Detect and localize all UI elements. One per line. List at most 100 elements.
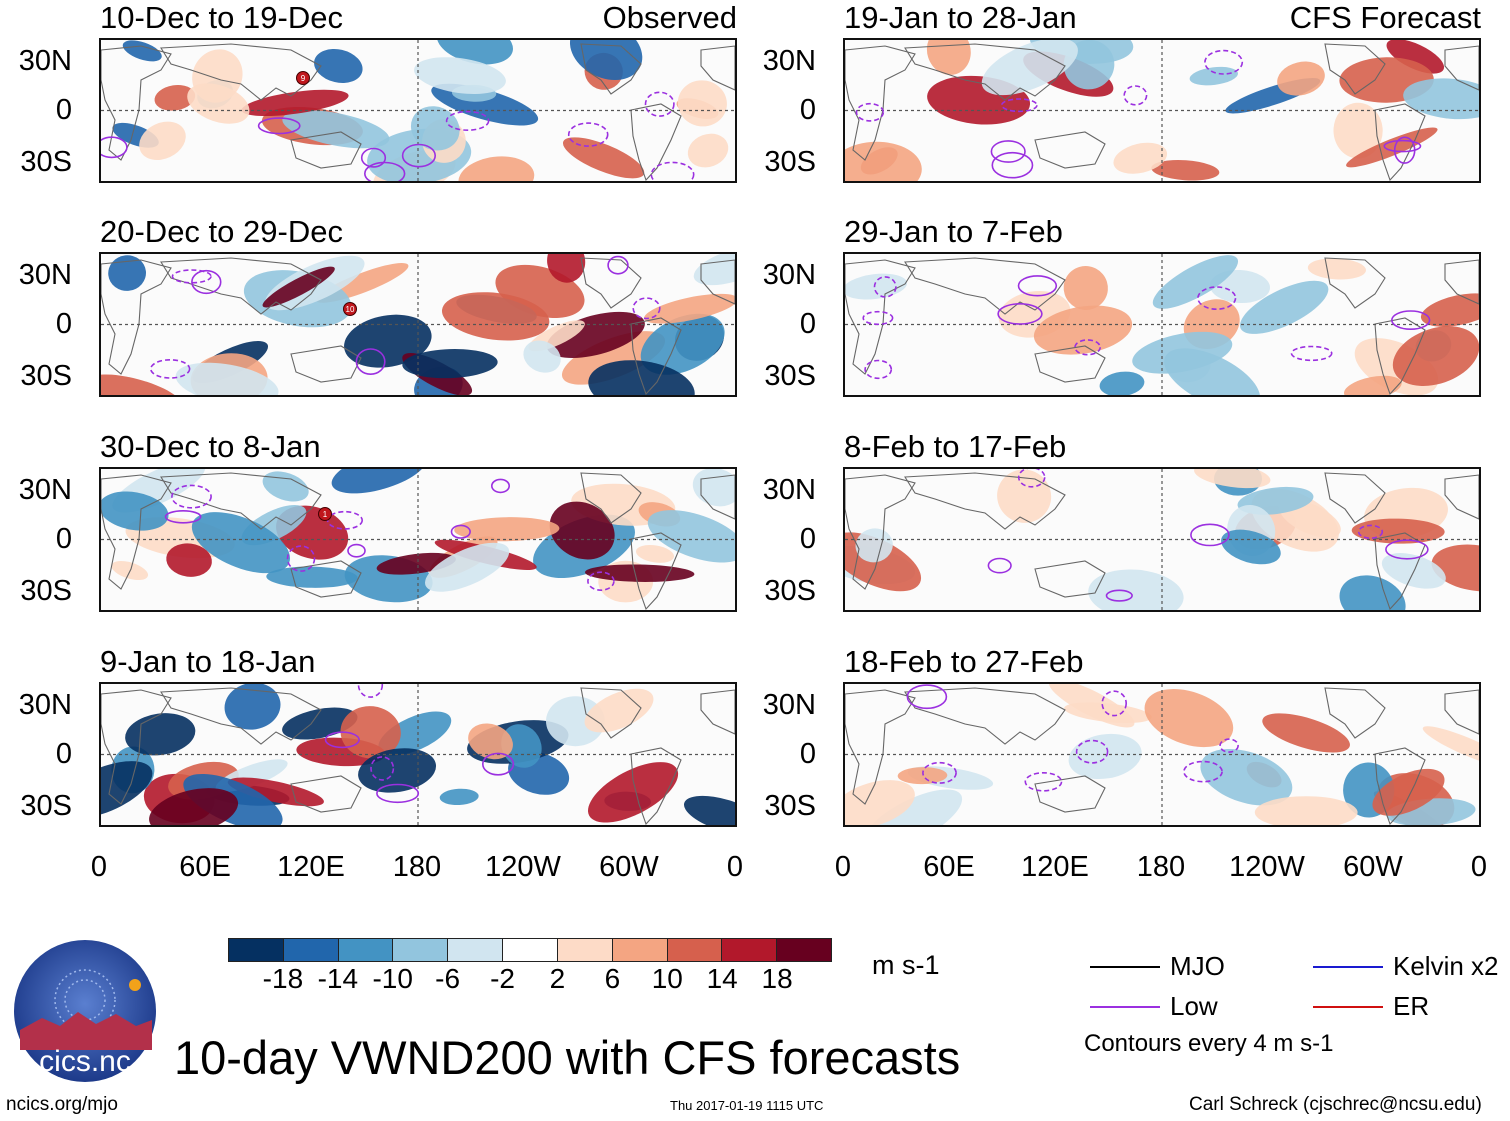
- coastline: [845, 474, 916, 590]
- map-panel: 9: [99, 38, 737, 183]
- anomaly-shading: [549, 501, 615, 560]
- coastline: [160, 43, 322, 101]
- low-contour: [650, 161, 695, 181]
- panel-title: 10-Dec to 19-Dec: [100, 0, 343, 35]
- cics-logo: cics.nc: [12, 938, 158, 1084]
- storm-marker-circle: [296, 71, 310, 85]
- anomaly-shading: [262, 471, 309, 502]
- anomaly-shading: [436, 40, 513, 65]
- anomaly-shading: [1164, 348, 1261, 395]
- anomaly-shading: [1194, 469, 1271, 489]
- low-contour: [1385, 539, 1429, 560]
- anomaly-shading: [262, 266, 335, 308]
- x-tick-label: 0: [1470, 851, 1488, 883]
- low-contour: [360, 147, 387, 168]
- y-tick-label: 30N: [762, 689, 816, 721]
- y-tick-label: 0: [55, 94, 72, 126]
- anomaly-shading: [439, 788, 479, 806]
- anomaly-shading: [1431, 544, 1479, 592]
- x-tick-label: 120E: [277, 851, 345, 883]
- low-contour: [101, 136, 128, 159]
- anomaly-shading: [414, 57, 506, 94]
- anomaly-shading: [331, 469, 427, 494]
- low-contour: [567, 122, 609, 147]
- low-contour: [997, 303, 1043, 325]
- colorbar-tick-label: -6: [435, 963, 461, 994]
- x-tick-label: 120W: [1229, 851, 1305, 883]
- panel-tag: Observed: [602, 0, 737, 35]
- low-contour: [990, 140, 1026, 163]
- low-contour: [1000, 98, 1038, 113]
- anomaly-shading: [501, 724, 542, 768]
- colorbar-tick-label: -10: [372, 963, 413, 994]
- colorbar-segment: [503, 939, 558, 961]
- coastline: [160, 257, 322, 315]
- coastline: [904, 257, 1066, 315]
- low-contour: [1219, 738, 1239, 753]
- storm-marker-label: 1: [323, 510, 328, 519]
- coastline: [904, 43, 1066, 101]
- x-tick-label: 180: [392, 851, 442, 883]
- coastline: [290, 345, 362, 383]
- anomaly-shading: [926, 40, 971, 75]
- coastline: [1374, 532, 1426, 610]
- storm-marker-circle: [318, 507, 332, 521]
- anomaly-shading: [1068, 733, 1142, 780]
- anomaly-shading: [636, 544, 675, 563]
- storm-marker: 9: [296, 71, 310, 85]
- anomaly-shading: [863, 789, 963, 825]
- footer-url[interactable]: ncics.org/mjo: [6, 1094, 118, 1115]
- coastline: [630, 317, 682, 395]
- panel-title: 29-Jan to 7-Feb: [844, 214, 1063, 249]
- coastline: [1374, 747, 1426, 825]
- low-contour: [1017, 275, 1058, 297]
- map-panel: [99, 682, 737, 827]
- low-contour: [450, 524, 471, 539]
- coastline: [700, 259, 735, 305]
- anomaly-shading: [224, 684, 281, 730]
- y-tick-label: 0: [799, 738, 816, 770]
- anomaly-shading: [1277, 61, 1325, 96]
- low-contour: [1024, 772, 1063, 792]
- y-tick-label: 0: [799, 523, 816, 555]
- anomaly-shading: [282, 110, 390, 149]
- low-contour: [191, 269, 222, 295]
- low-contour: [1105, 589, 1133, 602]
- x-tick-label: 120E: [1021, 851, 1089, 883]
- storm-marker-circle: [343, 302, 357, 316]
- coastline: [630, 747, 682, 825]
- low-contour: [991, 151, 1034, 179]
- x-tick-label: 60W: [1343, 851, 1403, 883]
- low-contour: [987, 557, 1012, 574]
- y-tick-label: 30N: [762, 45, 816, 77]
- y-tick-label: 30N: [18, 474, 72, 506]
- coastline: [1034, 560, 1106, 598]
- anomaly-shading: [644, 293, 735, 324]
- y-tick-label: 0: [799, 308, 816, 340]
- low-contour: [445, 110, 490, 131]
- coastline: [290, 131, 362, 169]
- coastline: [160, 687, 322, 745]
- anomaly-shading: [154, 84, 196, 111]
- anomaly-shading: [1254, 796, 1358, 825]
- anomaly-shading: [1099, 371, 1145, 395]
- colorbar-segment: [667, 939, 723, 961]
- coastline: [101, 689, 172, 805]
- anomaly-shading: [584, 688, 654, 733]
- colorbar-segment: [777, 939, 831, 961]
- low-contour: [1393, 136, 1416, 164]
- colorbar-units: m s-1: [872, 950, 940, 980]
- anomaly-shading: [1239, 280, 1329, 334]
- anomaly-shading: [166, 543, 212, 577]
- legend-line: [1090, 1006, 1160, 1008]
- anomaly-shading: [175, 362, 279, 395]
- anomaly-shading: [402, 349, 498, 379]
- coastline: [700, 45, 735, 91]
- anomaly-shading: [1200, 749, 1293, 806]
- coastline: [630, 532, 682, 610]
- colorbar-tick-label: 2: [549, 963, 566, 994]
- anomaly-shading: [845, 780, 915, 825]
- anomaly-shading: [640, 313, 725, 375]
- coastline: [101, 45, 172, 161]
- low-contour: [1123, 85, 1148, 106]
